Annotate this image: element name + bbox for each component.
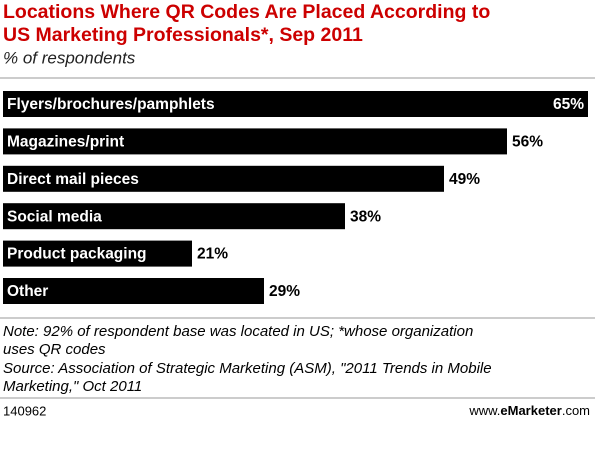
value-label: 21% <box>197 246 228 263</box>
category-label: Other <box>7 283 48 300</box>
footer-part: .com <box>562 403 590 418</box>
note: Note: 92% of respondent base was located… <box>3 323 473 340</box>
category-label: Product packaging <box>7 246 147 263</box>
footer-brand: eMarketer <box>500 403 561 418</box>
footer-part: www. <box>468 403 500 418</box>
chart-title: Locations Where QR Codes Are Placed Acco… <box>3 1 490 23</box>
chart-title: US Marketing Professionals*, Sep 2011 <box>3 24 363 46</box>
bar <box>3 165 444 192</box>
value-label: 56% <box>512 133 543 150</box>
bar <box>3 128 507 155</box>
value-label: 38% <box>350 208 381 225</box>
footer: www.eMarketer.com <box>468 403 590 418</box>
note: Marketing," Oct 2011 <box>3 378 142 395</box>
chart-subtitle: % of respondents <box>3 48 136 67</box>
bar <box>3 240 192 267</box>
category-label: Magazines/print <box>7 133 124 150</box>
bar <box>3 278 264 304</box>
value-label: 29% <box>269 283 300 300</box>
value-label: 49% <box>449 171 480 188</box>
chart-id: 140962 <box>3 403 46 418</box>
value-label: 65% <box>553 96 584 113</box>
category-label: Social media <box>7 208 102 225</box>
note: uses QR codes <box>3 341 106 358</box>
bar <box>3 91 588 117</box>
note: Source: Association of Strategic Marketi… <box>3 360 492 377</box>
bar <box>3 203 345 230</box>
category-label: Flyers/brochures/pamphlets <box>7 96 215 113</box>
category-label: Direct mail pieces <box>7 171 139 188</box>
